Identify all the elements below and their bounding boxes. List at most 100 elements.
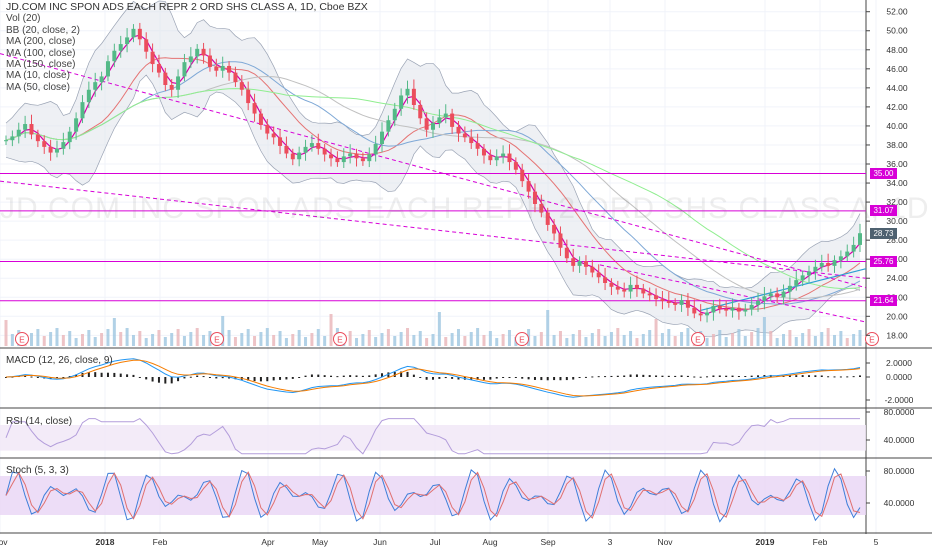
volume-bar xyxy=(55,328,59,346)
macd-hist xyxy=(820,375,823,377)
volume-bar xyxy=(788,330,792,346)
candle xyxy=(705,312,710,316)
pane-tick-label: 40.0000 xyxy=(884,435,915,445)
volume-bar xyxy=(170,333,174,346)
candle xyxy=(634,284,639,289)
macd-hist xyxy=(795,375,798,377)
candle xyxy=(131,28,136,38)
candle xyxy=(724,308,729,311)
candle xyxy=(507,153,512,163)
indicator-vol[interactable]: Vol (20) xyxy=(6,13,41,25)
candle xyxy=(214,66,219,71)
volume-bar xyxy=(329,314,333,346)
candle xyxy=(654,295,659,300)
stoch-label[interactable]: Stoch (5, 3, 3) xyxy=(6,465,69,476)
indicator-ma150[interactable]: MA (150, close) xyxy=(6,59,76,71)
volume-bar xyxy=(616,328,620,346)
candle xyxy=(564,247,569,259)
macd-hist xyxy=(24,375,27,377)
candle xyxy=(322,148,327,155)
volume-bar xyxy=(826,328,830,346)
macd-hist xyxy=(285,377,288,380)
macd-hist xyxy=(814,375,817,377)
volume-bar xyxy=(807,329,811,346)
candle xyxy=(456,126,461,134)
volume-bar xyxy=(259,332,263,346)
macd-hist xyxy=(221,377,224,379)
rsi-label[interactable]: RSI (14, close) xyxy=(6,416,73,427)
macd-label[interactable]: MACD (12, 26, close, 9) xyxy=(6,355,113,366)
candle xyxy=(756,301,761,305)
candle xyxy=(462,133,467,138)
candle xyxy=(749,304,754,310)
volume-bar xyxy=(833,335,837,346)
volume-bar xyxy=(151,334,155,346)
candle xyxy=(93,82,98,90)
candle xyxy=(125,37,130,45)
macd-hist xyxy=(476,377,479,380)
x-tick-label: Jun xyxy=(373,537,387,547)
macd-hist xyxy=(228,377,231,379)
candle xyxy=(188,56,193,63)
macd-hist xyxy=(859,375,861,377)
candle xyxy=(316,143,321,149)
volume-bar xyxy=(667,329,671,346)
volume-bar xyxy=(571,334,575,346)
volume-bar xyxy=(418,331,422,346)
macd-hist xyxy=(788,375,791,377)
macd-hist xyxy=(164,377,167,384)
volume-bar xyxy=(539,332,543,346)
candle xyxy=(685,300,690,308)
macd-hist xyxy=(208,377,211,378)
candle xyxy=(469,137,474,144)
volume-bar xyxy=(629,331,633,346)
indicator-ma100[interactable]: MA (100, close) xyxy=(6,47,76,59)
candle xyxy=(156,64,161,73)
candle xyxy=(596,272,601,278)
macd-hist xyxy=(432,377,434,380)
macd-hist xyxy=(406,371,409,377)
volume-bar xyxy=(820,332,824,346)
indicator-ma200[interactable]: MA (200, close) xyxy=(6,36,76,48)
candle xyxy=(603,277,608,283)
stoch-pane xyxy=(0,467,866,523)
volume-bar xyxy=(762,317,766,346)
candle xyxy=(137,28,142,40)
indicator-ma50[interactable]: MA (50, close) xyxy=(6,81,70,93)
pane-tick-label: 40.0000 xyxy=(884,498,915,508)
macd-hist xyxy=(833,376,836,378)
indicator-bb[interactable]: BB (20, close, 2) xyxy=(6,24,80,36)
rsi-line xyxy=(5,417,860,455)
macd-hist xyxy=(304,375,307,377)
volume-bar xyxy=(686,328,690,346)
x-tick-label: Aug xyxy=(482,537,497,547)
macd-hist xyxy=(400,371,403,377)
indicator-ma10[interactable]: MA (10, close) xyxy=(6,70,70,82)
macd-hist xyxy=(189,376,192,378)
y-tick-label: 50.00 xyxy=(886,26,908,36)
macd-hist xyxy=(578,377,581,378)
macd-hist xyxy=(597,376,600,378)
macd-hist xyxy=(444,377,447,379)
y-tick-label: 30.00 xyxy=(886,216,908,226)
price-label-2: 28.73 xyxy=(870,227,897,239)
volume-bar xyxy=(609,332,613,346)
macd-hist xyxy=(565,377,568,381)
candle xyxy=(590,266,595,273)
candle xyxy=(80,102,85,119)
macd-hist xyxy=(763,375,766,377)
candle xyxy=(768,293,773,297)
trend-down-2 xyxy=(0,180,867,279)
candle xyxy=(227,65,232,73)
candle xyxy=(539,203,544,213)
candle xyxy=(838,256,843,261)
volume-bar xyxy=(380,333,384,346)
candle xyxy=(67,131,72,143)
macd-hist xyxy=(667,375,670,377)
volume-bar xyxy=(240,333,244,346)
volume-bar xyxy=(603,336,607,346)
macd-hist xyxy=(508,377,511,378)
volume-bar xyxy=(386,329,390,346)
macd-hist xyxy=(616,375,619,377)
